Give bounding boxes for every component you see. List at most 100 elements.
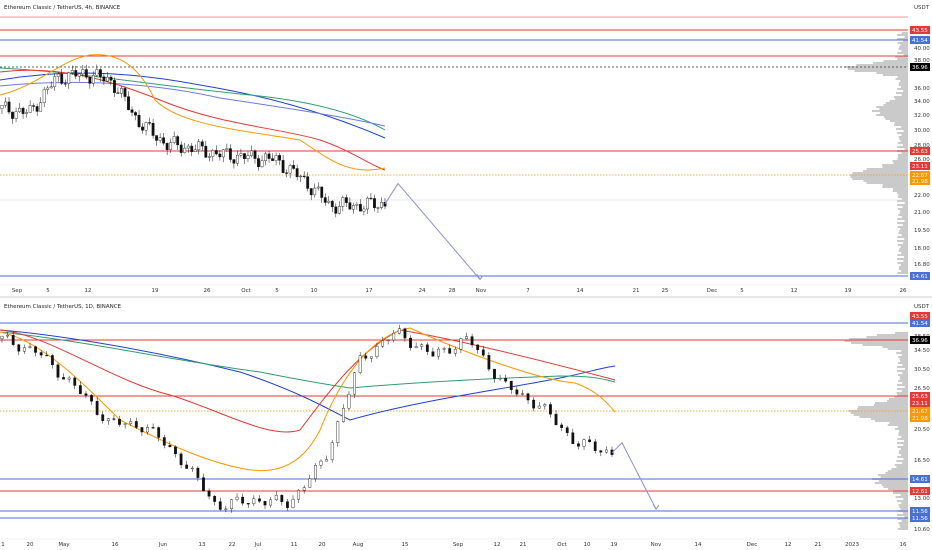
candle-body bbox=[193, 149, 197, 153]
volume-profile-bar bbox=[900, 140, 908, 142]
price-label-text: 14.61 bbox=[912, 274, 928, 280]
top-chart-pane[interactable]: Ethereum Classic / TetherUS, 4h, BINANCE… bbox=[0, 0, 930, 294]
candle-body bbox=[274, 155, 278, 161]
candle-body bbox=[348, 202, 352, 210]
candle-body bbox=[197, 141, 201, 151]
volume-profile-bar bbox=[904, 36, 908, 38]
candle-body bbox=[487, 355, 491, 370]
bottom-time-axis[interactable]: 1 20 May 16 Jun 13 22 Jul 11 20 Aug 15 Sep 12 21 Oct 10 1… bbox=[0, 538, 908, 548]
moving-average-line bbox=[0, 81, 386, 127]
volume-profile-bar bbox=[887, 424, 908, 426]
volume-profile-bar bbox=[902, 364, 908, 366]
price-tick-label: 16.80 bbox=[914, 262, 930, 268]
price-tick-label: 20.50 bbox=[914, 427, 930, 433]
candle-body bbox=[297, 490, 301, 500]
candle-body bbox=[11, 111, 14, 119]
date-tick-label: 28 bbox=[449, 288, 456, 294]
candle-body bbox=[34, 346, 37, 353]
volume-profile-bar bbox=[897, 514, 908, 516]
volume-profile-bar bbox=[896, 92, 908, 94]
date-tick-label: 1 bbox=[1, 542, 5, 548]
date-tick-label: 12 bbox=[791, 288, 798, 294]
volume-profile-bar bbox=[900, 228, 908, 230]
volume-profile-bar bbox=[850, 412, 908, 414]
candle-body bbox=[218, 153, 222, 158]
date-tick-label: 19 bbox=[611, 542, 618, 548]
volume-profile-bar bbox=[894, 396, 908, 398]
volume-profile-bar bbox=[904, 220, 908, 222]
price-label-text: 21.98 bbox=[912, 416, 928, 422]
top-time-axis[interactable]: Sep 5 12 19 26 Oct 5 10 17 24 28 Nov 7 14 21 25 Dec 5 12 19… bbox=[0, 284, 908, 294]
volume-profile-bar bbox=[866, 168, 908, 170]
date-tick-label: Dec bbox=[747, 542, 758, 548]
volume-profile-bar bbox=[900, 264, 908, 266]
candle-body bbox=[22, 347, 26, 352]
volume-profile-bar bbox=[904, 440, 908, 442]
volume-profile-bar bbox=[904, 516, 908, 518]
volume-profile-bar bbox=[893, 96, 908, 98]
candle-body bbox=[448, 348, 452, 354]
volume-profile-bar bbox=[897, 42, 908, 44]
volume-profile-bar bbox=[898, 250, 908, 252]
candle-body bbox=[375, 345, 379, 357]
volume-profile-bar bbox=[895, 56, 908, 58]
volume-profile-bar bbox=[873, 404, 908, 406]
volume-profile-bar bbox=[901, 86, 908, 88]
volume-profile-bar bbox=[897, 240, 908, 242]
volume-profile-bar bbox=[896, 388, 908, 390]
candle-body bbox=[537, 405, 541, 409]
volume-profile-bar bbox=[894, 122, 908, 124]
candle-body bbox=[151, 427, 155, 429]
volume-profile-bar bbox=[899, 376, 908, 378]
volume-profile-bar bbox=[897, 244, 908, 246]
volume-profile-bar bbox=[889, 100, 908, 102]
candle-body bbox=[532, 399, 536, 409]
volume-profile-bar bbox=[896, 460, 908, 462]
price-label-text: 23.11 bbox=[912, 401, 928, 407]
date-tick-label: May bbox=[58, 542, 70, 548]
volume-profile-bar bbox=[895, 98, 908, 100]
candle-body bbox=[599, 450, 603, 453]
candle-body bbox=[28, 105, 32, 113]
projection-arrowhead bbox=[652, 503, 660, 510]
candle-body bbox=[162, 137, 166, 144]
volume-profile-bar bbox=[898, 434, 908, 436]
moving-average-line bbox=[0, 54, 386, 171]
candle-body bbox=[281, 160, 285, 173]
volume-profile-bar bbox=[850, 176, 908, 178]
price-label-text: 41.54 bbox=[912, 38, 928, 44]
candle-body bbox=[316, 186, 320, 189]
candle-body bbox=[176, 136, 180, 146]
bottom-chart-title: Ethereum Classic / TetherUS, 1D, BINANCE bbox=[4, 304, 122, 310]
date-tick-label: 7 bbox=[526, 288, 530, 294]
volume-profile-bar bbox=[903, 256, 908, 258]
bottom-chart-pane[interactable]: Ethereum Classic / TetherUS, 1D, BINANCE… bbox=[0, 304, 930, 548]
price-label-badge bbox=[910, 336, 930, 344]
volume-profile-bar bbox=[880, 476, 908, 478]
volume-profile-bar bbox=[883, 116, 908, 118]
candle-body bbox=[376, 207, 380, 209]
bottom-volume-profile bbox=[844, 332, 908, 530]
date-tick-label: 19 bbox=[152, 288, 159, 294]
candle-body bbox=[157, 427, 161, 438]
volume-profile-bar bbox=[895, 332, 908, 334]
candle-body bbox=[185, 464, 189, 469]
candle-body bbox=[409, 337, 412, 348]
projection-line bbox=[384, 182, 481, 280]
candle-body bbox=[299, 175, 303, 178]
candle-body bbox=[565, 427, 569, 433]
candle-body bbox=[123, 423, 127, 425]
top-price-axis[interactable]: 40.00 38.00 36.00 34.00 32.00 30.00 28.00 26.00… bbox=[914, 46, 930, 268]
candle-body bbox=[165, 142, 169, 150]
bottom-currency-label: USDT bbox=[914, 304, 930, 310]
candle-body bbox=[320, 186, 324, 198]
candle-body bbox=[308, 478, 312, 488]
candle-body bbox=[84, 69, 88, 78]
volume-profile-bar bbox=[897, 456, 908, 458]
volume-profile-bar bbox=[847, 68, 908, 70]
candle-body bbox=[118, 418, 121, 425]
candle-body bbox=[35, 106, 39, 112]
volume-profile-bar bbox=[903, 260, 908, 262]
price-tick-label: 18.00 bbox=[914, 246, 930, 252]
